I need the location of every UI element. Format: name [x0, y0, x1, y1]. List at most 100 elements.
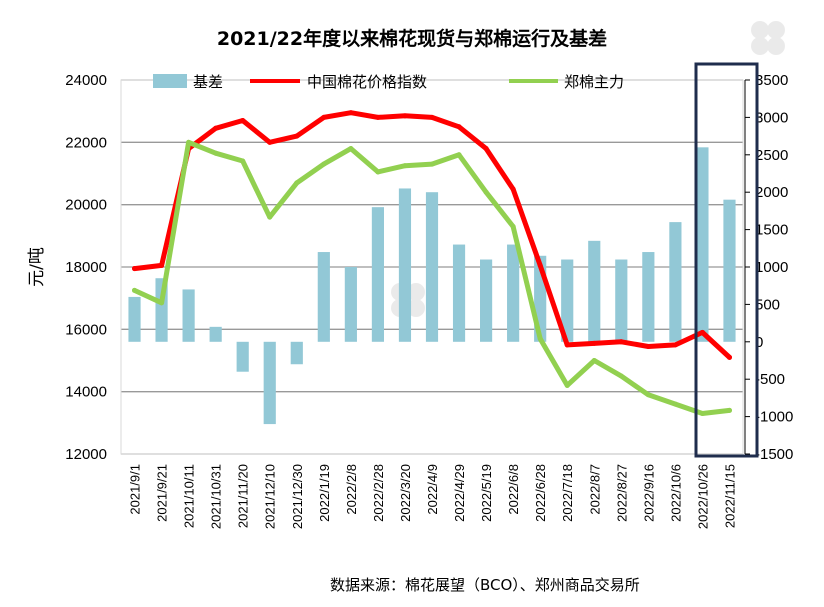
zce-main-point [132, 287, 138, 293]
cotton-index-point [402, 113, 408, 119]
x-tick-label: 2022/3/20 [398, 464, 413, 522]
cotton-index-point [159, 262, 165, 268]
zce-main-point [645, 392, 651, 398]
cotton-index-point [213, 125, 219, 131]
y2-tick-label: 3500 [755, 72, 788, 89]
basis-bar [588, 240, 601, 342]
zce-main-point [186, 139, 192, 145]
basis-bar [615, 259, 628, 342]
basis-bar [128, 296, 141, 342]
y2-tick-label: -500 [755, 371, 785, 388]
cotton-index-point [321, 114, 327, 120]
x-tick-label: 2021/9/1 [128, 464, 143, 515]
x-tick-label: 2022/2/8 [344, 464, 359, 515]
x-tick-label: 2022/7/18 [560, 464, 575, 522]
y2-tick-label: 0 [755, 334, 763, 351]
zce-main-point [213, 150, 219, 156]
cotton-index-point [267, 139, 273, 145]
basis-bar [561, 259, 574, 342]
cotton-index-point [132, 266, 138, 272]
y2-tick-label: 2500 [755, 147, 788, 164]
y-tick-label: 14000 [65, 384, 107, 401]
basis-bar [425, 192, 439, 342]
left-axis-ticks: 12000 14000 16000 18000 20000 22000 24000 [65, 72, 107, 463]
legend-label-basis: 基差 [193, 73, 223, 91]
y2-tick-label: 1500 [755, 222, 788, 239]
zce-main-point [726, 407, 732, 413]
zce-main-point [618, 373, 624, 379]
basis-bar [317, 252, 330, 342]
x-tick-label: 2021/9/21 [155, 464, 170, 522]
y2-tick-label: 500 [755, 296, 780, 313]
cotton-index-point [429, 114, 435, 120]
x-tick-label: 2021/10/31 [209, 464, 224, 529]
basis-bar [263, 341, 276, 425]
basis-bar [507, 244, 520, 342]
zce-main-point [564, 382, 570, 388]
basis-bar [452, 244, 466, 342]
basis-bar [480, 259, 493, 342]
basis-bar [209, 326, 222, 342]
y2-tick-label: 2000 [755, 184, 788, 201]
x-tick-label: 2022/6/28 [533, 464, 548, 522]
basis-bar [182, 289, 195, 342]
zce-main-point [375, 169, 381, 175]
zce-main-point [159, 300, 165, 306]
y-tick-label: 12000 [65, 446, 107, 463]
zce-main-point [591, 358, 597, 363]
y-tick-label: 22000 [65, 134, 107, 151]
cotton-index-point [699, 329, 705, 335]
y-axis-label: 元/吨 [27, 247, 47, 287]
zce-main-point [429, 161, 435, 167]
basis-bar [236, 341, 249, 372]
zce-main-point [240, 158, 246, 164]
basis-bars [128, 147, 736, 425]
cotton-index-point [672, 342, 678, 348]
y2-tick-label: 1000 [755, 259, 788, 276]
x-tick-label: 2021/12/10 [263, 464, 278, 529]
legend-swatch-basis [153, 74, 187, 88]
cotton-index-point [456, 124, 462, 130]
basis-bar [290, 341, 303, 365]
x-tick-label: 2022/9/16 [641, 464, 656, 522]
x-tick-label: 2022/10/6 [668, 464, 683, 522]
cotton-index-point [726, 354, 732, 360]
y-tick-label: 18000 [65, 259, 107, 276]
basis-bar [669, 222, 682, 342]
highlight-box [694, 62, 759, 458]
basis-bar [642, 252, 655, 342]
y2-tick-label: -1000 [755, 409, 793, 426]
x-tick-label: 2021/12/30 [290, 464, 305, 529]
zce-main-point [321, 161, 327, 167]
zce-main-point [537, 336, 543, 342]
x-tick-label: 2021/10/11 [182, 464, 197, 528]
zce-main-point [510, 223, 516, 229]
y-tick-label: 16000 [65, 321, 107, 338]
zce-main-point [294, 180, 300, 186]
zce-main-point [483, 189, 489, 195]
cotton-index-point [618, 339, 624, 345]
zce-main-point [348, 146, 354, 152]
legend-label-cotton-index: 中国棉花价格指数 [307, 73, 427, 91]
zce-main-point [699, 410, 705, 416]
x-tick-label: 2022/10/26 [695, 464, 710, 529]
basis-bar [344, 267, 357, 342]
x-tick-label: 2022/8/27 [614, 464, 629, 522]
x-tick-label: 2022/11/15 [722, 464, 737, 528]
x-tick-label: 2022/8/7 [587, 464, 602, 515]
basis-bar [723, 199, 736, 342]
y-tick-label: 24000 [65, 72, 107, 89]
chart-title: 2021/22年度以来棉花现货与郑棉运行及基差 [217, 27, 607, 50]
cotton-index-point [375, 114, 381, 120]
x-tick-label: 2022/6/8 [506, 464, 521, 515]
basis-bar [371, 207, 384, 342]
x-axis-ticks: 2021/9/1 2021/9/21 2021/10/11 2021/10/31 202… [128, 464, 738, 529]
zce-main-point [456, 152, 462, 158]
x-tick-label: 2022/4/9 [425, 464, 440, 515]
right-axis-ticks: -1500 -1000 -500 0 500 1000 1500 2000 2500 3000 35… [744, 72, 793, 463]
basis-bar [696, 147, 709, 342]
zce-main-point [267, 214, 273, 220]
cotton-index-point [510, 186, 516, 192]
y2-tick-label: 3000 [755, 109, 788, 126]
x-tick-label: 2022/5/19 [479, 464, 494, 522]
